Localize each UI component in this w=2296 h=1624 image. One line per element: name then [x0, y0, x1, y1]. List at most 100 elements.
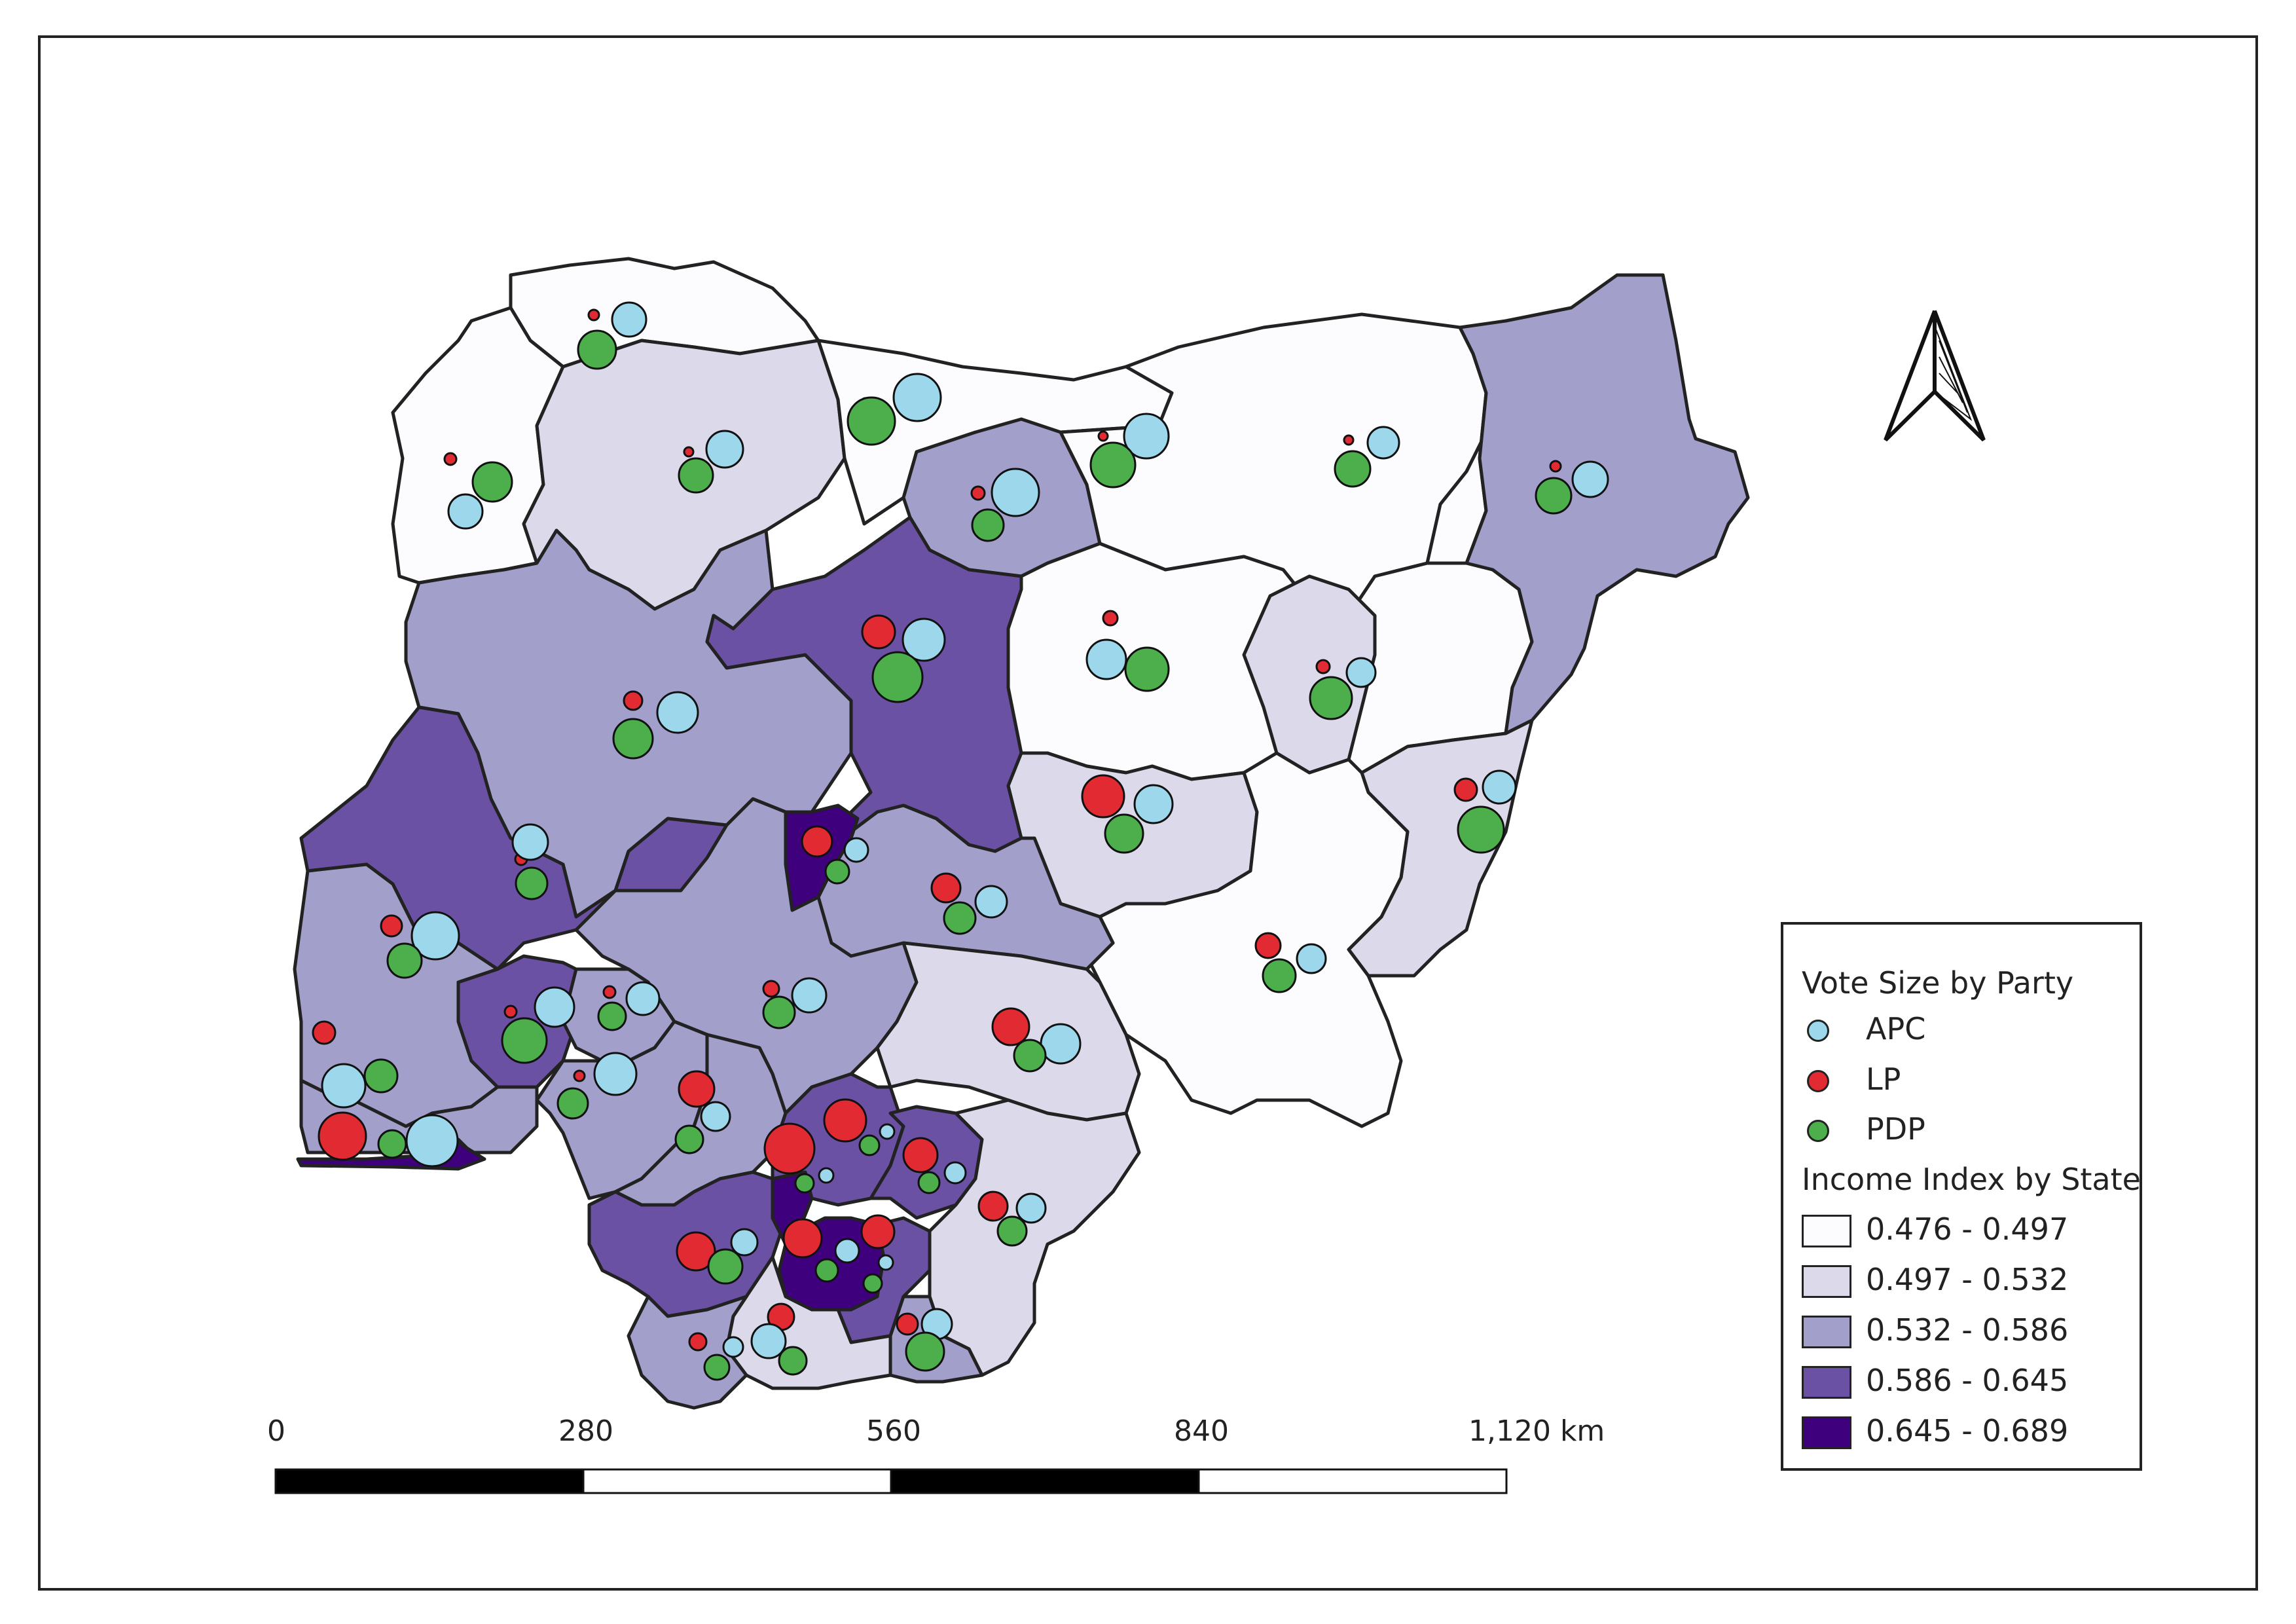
- vote-circle-apc: [818, 1167, 835, 1184]
- vote-circle-lp: [318, 1111, 367, 1161]
- legend-class-5-label: 0.645 - 0.689: [1866, 1413, 2069, 1449]
- vote-circle-apc: [1345, 657, 1377, 688]
- vote-circle-pdp: [814, 1258, 839, 1283]
- vote-circle-lp: [801, 825, 833, 858]
- vote-circle-pdp: [858, 1134, 881, 1156]
- vote-circle-apc: [405, 1114, 459, 1168]
- vote-circle-pdp: [943, 901, 977, 935]
- legend-lp-symbol: [1807, 1070, 1829, 1092]
- vote-circle-apc: [611, 301, 647, 338]
- scale-label-840: 840: [1174, 1414, 1229, 1448]
- vote-circle-lp: [573, 1069, 586, 1082]
- vote-circle-pdp: [501, 1017, 548, 1064]
- vote-circle-lp: [1102, 610, 1119, 627]
- state-borno: [1458, 273, 1750, 735]
- vote-circle-apc: [656, 691, 699, 734]
- vote-circle-apc: [879, 1123, 896, 1140]
- vote-circle-lp: [1343, 434, 1355, 446]
- vote-circle-lp: [930, 872, 962, 904]
- scale-bar-segment: [1197, 1468, 1508, 1494]
- vote-circle-lp: [312, 1020, 337, 1045]
- legend-lp-label: LP: [1866, 1061, 1901, 1097]
- state-cross-river: [928, 1098, 1141, 1377]
- vote-circle-lp: [688, 1332, 708, 1352]
- vote-circle-pdp: [678, 457, 714, 494]
- vote-circle-apc: [750, 1323, 787, 1359]
- vote-circle-pdp: [707, 1248, 744, 1285]
- scale-label-280: 280: [558, 1414, 613, 1448]
- vote-circle-apc: [877, 1254, 894, 1271]
- vote-circle-pdp: [1535, 477, 1573, 515]
- vote-circle-apc: [1123, 413, 1170, 460]
- legend-class-2-label: 0.497 - 0.532: [1866, 1262, 2069, 1297]
- vote-circle-lp: [623, 690, 644, 711]
- vote-circle-pdp: [1334, 450, 1372, 488]
- legend-class-4-label: 0.586 - 0.645: [1866, 1363, 2069, 1398]
- vote-circle-pdp: [778, 1346, 808, 1376]
- vote-circle-apc: [1571, 460, 1609, 498]
- vote-circle-apc: [410, 911, 460, 961]
- legend-class-4-swatch: [1802, 1366, 1851, 1399]
- scale-label-560: 560: [866, 1414, 921, 1448]
- vote-circle-apc: [1366, 426, 1400, 460]
- scale-bar-segment: [274, 1468, 585, 1494]
- vote-circle-pdp: [674, 1124, 704, 1154]
- vote-circle-apc: [1133, 784, 1174, 824]
- vote-circle-apc: [974, 885, 1008, 919]
- vote-circle-pdp: [862, 1273, 883, 1294]
- vote-circle-lp: [991, 1007, 1030, 1046]
- vote-circle-lp: [977, 1190, 1009, 1222]
- vote-circle-apc: [834, 1238, 860, 1264]
- vote-circle-pdp: [377, 1129, 407, 1159]
- vote-circle-lp: [896, 1312, 919, 1336]
- scale-label-0: 0: [267, 1414, 285, 1448]
- vote-circle-apc: [625, 981, 661, 1016]
- north-arrow-icon: [1884, 310, 1986, 442]
- vote-circle-pdp: [1309, 676, 1353, 720]
- vote-circle-apc: [1482, 769, 1517, 805]
- legend-pdp-symbol: [1807, 1120, 1829, 1142]
- legend-income-title: Income Index by State: [1802, 1162, 2141, 1197]
- vote-circle-apc: [700, 1101, 731, 1132]
- vote-circle-lp: [860, 1214, 896, 1249]
- legend-class-3-label: 0.532 - 0.586: [1866, 1312, 2069, 1348]
- vote-circle-pdp: [1124, 646, 1170, 692]
- vote-circle-pdp: [1262, 958, 1297, 993]
- vote-circle-lp: [683, 446, 695, 458]
- vote-circle-apc: [1296, 943, 1327, 974]
- vote-circle-pdp: [917, 1171, 941, 1194]
- vote-circle-lp: [902, 1137, 939, 1173]
- vote-circle-lp: [676, 1231, 716, 1272]
- vote-circle-lp: [1097, 430, 1109, 442]
- vote-circle-lp: [602, 985, 617, 999]
- vote-circle-lp: [503, 1005, 518, 1019]
- vote-circle-lp: [861, 614, 896, 650]
- vote-circle-lp: [823, 1098, 867, 1143]
- vote-circle-apc: [943, 1161, 967, 1185]
- legend-apc-label: APC: [1866, 1011, 1926, 1046]
- vote-circle-lp: [380, 914, 403, 938]
- vote-circle-pdp: [847, 396, 896, 446]
- vote-circle-apc: [705, 430, 744, 469]
- vote-circle-pdp: [386, 942, 423, 979]
- vote-circle-lp: [1453, 777, 1478, 802]
- vote-circle-lp: [1549, 460, 1562, 473]
- vote-circle-lp: [1081, 774, 1125, 819]
- vote-circle-apc: [902, 618, 946, 662]
- vote-circle-pdp: [1104, 813, 1144, 854]
- vote-circle-lp: [970, 485, 986, 501]
- vote-circle-lp: [1254, 932, 1282, 959]
- vote-circle-pdp: [515, 866, 549, 900]
- vote-circle-lp: [587, 308, 600, 322]
- vote-circle-apc: [730, 1228, 759, 1257]
- vote-circle-pdp: [996, 1215, 1028, 1247]
- vote-circle-apc: [791, 977, 828, 1014]
- vote-circle-pdp: [824, 858, 850, 885]
- legend: Vote Size by Party APC LP PDP Income Ind…: [1781, 922, 2142, 1471]
- vote-circle-apc: [447, 493, 484, 530]
- scale-bar-segment: [890, 1468, 1200, 1494]
- vote-circle-apc: [534, 986, 575, 1028]
- vote-circle-lp: [1315, 659, 1331, 674]
- vote-circle-pdp: [703, 1354, 731, 1381]
